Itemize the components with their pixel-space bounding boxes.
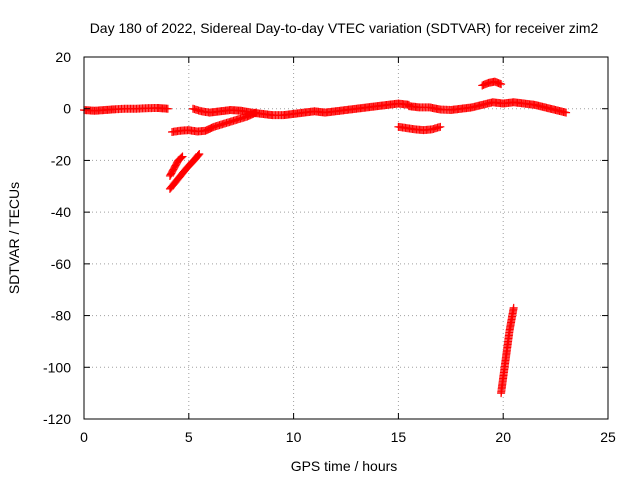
x-tick-label: 15	[391, 429, 407, 445]
chart-title: Day 180 of 2022, Sidereal Day-to-day VTE…	[90, 20, 599, 36]
y-tick-label: -100	[43, 359, 71, 375]
data-point	[194, 150, 203, 159]
data-point	[178, 152, 187, 161]
y-tick-label: 20	[55, 49, 71, 65]
data-point	[195, 149, 204, 158]
x-tick-label: 5	[185, 429, 193, 445]
data-point	[509, 303, 518, 312]
x-tick-label: 20	[495, 429, 511, 445]
data-point	[163, 104, 172, 113]
series-dip-b	[165, 149, 204, 193]
data-layer	[80, 77, 571, 398]
data-point	[562, 108, 571, 117]
x-axis-title: GPS time / hours	[291, 458, 398, 474]
y-tick-label: -60	[51, 256, 71, 272]
series-segment-d	[404, 98, 571, 117]
data-point	[497, 80, 506, 89]
plot-frame	[83, 56, 609, 420]
series-dip-a	[165, 152, 187, 180]
x-tick-label: 25	[600, 429, 616, 445]
series-dip-c	[497, 303, 518, 398]
y-tick-label: 0	[63, 101, 71, 117]
series-segment-c	[188, 99, 413, 120]
y-axis-title: SDTVAR / TECUs	[6, 182, 22, 294]
y-tick-label: -120	[43, 411, 71, 427]
x-tick-label: 0	[80, 429, 88, 445]
data-point	[436, 122, 445, 131]
series-segment-e	[394, 122, 445, 135]
data-point	[177, 153, 186, 162]
y-tick-label: -20	[51, 152, 71, 168]
series-segment-f	[478, 77, 506, 90]
tick-layer: 0 5 10 15 20 25 20 0 -20 -40 -60 -80 -100 -120	[43, 49, 616, 445]
y-tick-label: -80	[51, 308, 71, 324]
series-main-band-a	[80, 103, 172, 115]
x-tick-label: 10	[286, 429, 302, 445]
y-tick-label: -40	[51, 204, 71, 220]
